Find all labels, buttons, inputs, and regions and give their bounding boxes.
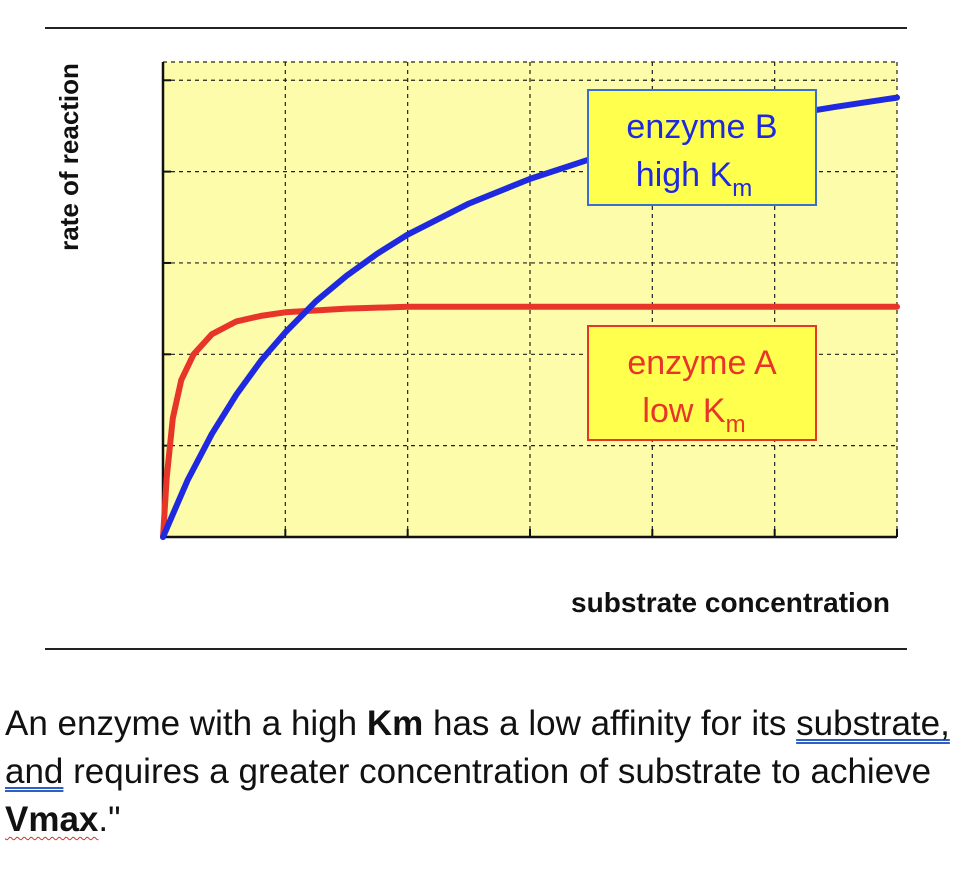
caption: An enzyme with a high Km has a low affin… [5, 700, 960, 844]
label-enzyme-a-line1: enzyme A [627, 344, 777, 382]
label-enzyme-b-box [587, 89, 817, 206]
caption-text-3: requires a greater concentration of subs… [63, 752, 932, 791]
caption-link[interactable]: substrate, and [5, 704, 950, 791]
caption-text-2: has a low affinity for its [423, 704, 797, 743]
label-enzyme-b-subscript: m [732, 175, 752, 202]
caption-bold-km: Km [366, 704, 424, 743]
y-axis-label: rate of reaction [54, 63, 84, 251]
label-enzyme-a-box [587, 325, 817, 441]
label-enzyme-b-line1: enzyme B [626, 108, 777, 146]
bottom-rule [45, 648, 907, 650]
label-enzyme-a-subscript: m [726, 411, 746, 438]
caption-text-4: ." [98, 800, 121, 839]
series-line-enzyme-a [160, 303, 900, 540]
caption-text-1: An enzyme with a high [5, 704, 367, 743]
caption-bold-vmax: Vmax [5, 800, 99, 839]
x-axis-label: substrate concentration [571, 587, 890, 618]
top-rule [45, 27, 907, 29]
